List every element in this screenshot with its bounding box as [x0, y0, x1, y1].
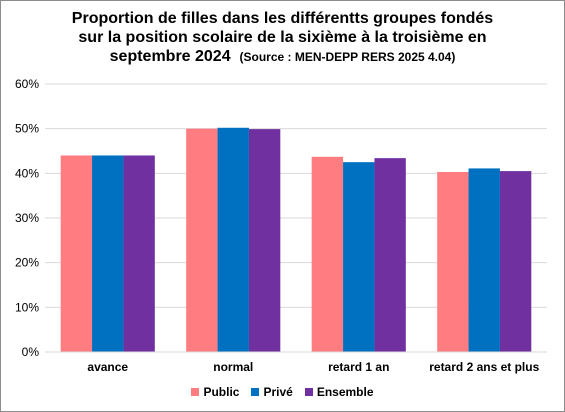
legend: Public Privé Ensemble [1, 385, 564, 399]
y-tick-label: 60% [15, 77, 39, 91]
bar [343, 162, 375, 352]
bar [123, 155, 155, 352]
title-line-3-text: septembre 2024 [109, 48, 231, 65]
legend-item: Public [191, 385, 239, 399]
y-tick-label: 0% [22, 345, 40, 359]
title-line-3: septembre 2024 (Source : MEN-DEPP RERS 2… [1, 47, 564, 67]
bar [437, 171, 469, 352]
title-line-2: sur la position scolaire de la sixième à… [78, 29, 487, 46]
legend-swatch [251, 388, 260, 396]
y-tick-label: 30% [15, 211, 39, 225]
bar [217, 127, 249, 352]
legend-item: Ensemble [304, 385, 374, 399]
bar [60, 155, 93, 352]
x-category-label: normal [213, 360, 253, 374]
bar [499, 171, 532, 352]
legend-label: Privé [263, 385, 293, 399]
y-tick-label: 10% [15, 300, 39, 314]
bar [374, 158, 406, 352]
y-tick-label: 20% [15, 256, 39, 270]
legend-label: Public [203, 385, 240, 399]
title-source: (Source : MEN-DEPP RERS 2025 4.04) [239, 50, 456, 64]
legend-label: Ensemble [316, 385, 374, 399]
y-tick-label: 50% [15, 122, 39, 136]
bar [311, 156, 344, 352]
title-line-1: Proportion de filles dans les différentt… [71, 10, 494, 27]
legend-item: Privé [251, 385, 293, 399]
x-category-label: retard 1 an [328, 360, 389, 374]
bar [92, 155, 124, 352]
legend-swatch [191, 388, 200, 396]
bar [468, 168, 500, 352]
x-category-label: avance [87, 360, 128, 374]
bar [248, 129, 281, 352]
legend-swatch [304, 388, 313, 396]
y-tick-label: 40% [15, 166, 39, 180]
chart-title: Proportion de filles dans les différentt… [1, 9, 564, 67]
bar [186, 128, 218, 352]
x-category-label: retard 2 ans et plus [429, 360, 539, 374]
